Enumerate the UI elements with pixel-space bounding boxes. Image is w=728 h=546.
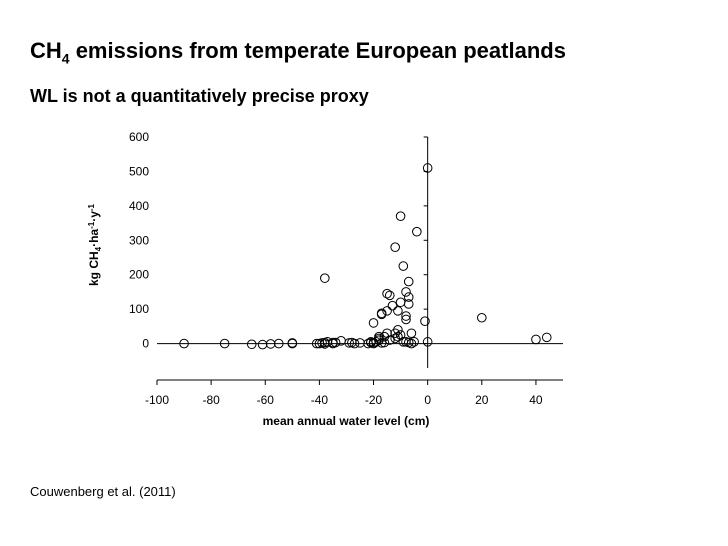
data-point (401, 314, 411, 325)
slide-subtitle: WL is not a quantitatively precise proxy (30, 86, 369, 106)
slide-title: CH4 emissions from temperate European pe… (30, 38, 566, 66)
data-point (393, 306, 403, 316)
data-point (398, 261, 409, 271)
data-point (379, 337, 390, 348)
data-point (179, 338, 189, 349)
data-point (393, 325, 403, 335)
y-axis-label-part: -1 (87, 203, 96, 211)
data-point (406, 328, 417, 339)
data-point (368, 318, 379, 328)
data-point (403, 276, 414, 287)
data-point (390, 242, 400, 252)
data-point (420, 316, 430, 326)
data-point (274, 338, 284, 349)
data-point (374, 331, 384, 342)
x-tick-label: -60 (257, 393, 275, 407)
data-point (320, 337, 330, 348)
data-point (412, 226, 422, 237)
x-tick-label: -100 (145, 393, 169, 407)
y-axis-label-part: -1 (87, 221, 96, 229)
data-point (401, 311, 411, 321)
data-point (287, 338, 298, 348)
data-point (382, 306, 392, 316)
data-point (393, 331, 403, 342)
data-point (384, 290, 395, 301)
title-subscript: 4 (61, 50, 70, 67)
y-axis-label-part: ·y (87, 211, 101, 222)
x-tick-label: 0 (424, 393, 431, 407)
data-point (368, 337, 379, 348)
y-tick-label: 500 (129, 164, 149, 178)
data-point (401, 287, 411, 297)
y-axis-label-part: 4 (94, 246, 103, 251)
data-point (409, 337, 419, 347)
title-main: CH (30, 38, 62, 63)
data-point (395, 330, 406, 340)
y-axis-label-part: kg CH (87, 251, 101, 286)
data-point (384, 335, 395, 345)
y-axis-label-part: ·ha (87, 229, 101, 247)
citation: Couwenberg et al. (2011) (30, 484, 176, 499)
y-tick-label: 300 (129, 233, 149, 247)
y-tick-label: 400 (129, 199, 149, 213)
data-point (403, 299, 414, 309)
data-point (376, 309, 387, 320)
data-point (395, 211, 406, 221)
data-point (422, 337, 433, 347)
data-point (355, 338, 365, 348)
data-point (330, 337, 341, 348)
x-tick-label: -40 (311, 393, 329, 407)
y-tick-label: 600 (129, 130, 149, 144)
y-tick-label: 100 (129, 302, 149, 316)
x-tick-label: -80 (202, 393, 220, 407)
data-point (219, 338, 230, 349)
data-point (477, 312, 487, 323)
data-point (531, 334, 541, 345)
y-tick-label: 200 (129, 268, 149, 282)
data-point (349, 338, 360, 349)
x-axis-label: mean annual water level (cm) (263, 414, 430, 428)
title-rest: emissions from temperate European peatla… (69, 38, 566, 63)
x-tick-label: 40 (529, 393, 543, 407)
data-point (403, 292, 414, 302)
data-point (390, 328, 400, 339)
data-point (390, 333, 400, 344)
y-axis-label: kg CH4·ha-1·y-1 (87, 203, 103, 286)
data-point (541, 332, 552, 343)
x-tick-label: -20 (365, 393, 383, 407)
y-tick-label: 0 (142, 337, 149, 351)
data-point (246, 339, 257, 350)
data-point (320, 273, 330, 283)
x-tick-label: 20 (475, 393, 489, 407)
data-point (379, 331, 390, 342)
data-point (382, 288, 392, 299)
data-point (395, 297, 406, 308)
data-point (387, 300, 398, 311)
data-point (257, 339, 268, 350)
data-point (422, 163, 433, 173)
chart-points (179, 163, 552, 350)
data-point (406, 338, 417, 349)
